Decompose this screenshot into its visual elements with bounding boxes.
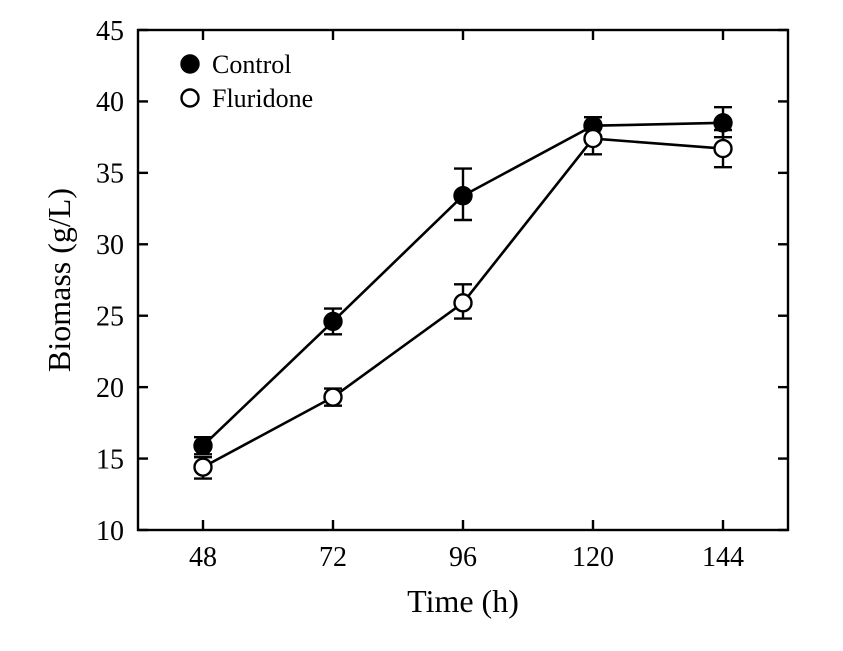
y-tick-label: 35 [96,159,124,190]
marker-fluridone [195,459,212,476]
y-tick-label: 40 [96,87,124,118]
marker-control [455,187,472,204]
biomass-chart: 48 72 96 120 144 10 15 20 25 30 35 40 45 Time (h) Biom… [0,0,843,651]
marker-fluridone [325,389,342,406]
legend-label-fluridone: Fluridone [212,84,313,113]
y-tick-label: 20 [96,373,124,404]
x-tick-label: 144 [702,542,744,573]
chart-container: 48 72 96 120 144 10 15 20 25 30 35 40 45 Time (h) Biom… [0,0,843,651]
marker-fluridone [455,294,472,311]
y-tick-label: 10 [96,516,124,547]
y-tick-label: 25 [96,302,124,333]
marker-control [715,114,732,131]
legend-label-control: Control [212,50,291,79]
x-tick-label: 72 [319,542,347,573]
y-tick-label: 15 [96,444,124,475]
marker-fluridone [715,140,732,157]
x-tick-label: 48 [189,542,217,573]
y-axis-label: Biomass (g/L) [41,188,77,372]
x-axis-label: Time (h) [407,583,519,619]
marker-control [325,313,342,330]
y-tick-label: 45 [96,16,124,47]
x-tick-label: 96 [449,542,477,573]
legend-marker-control [182,56,199,73]
x-tick-label: 120 [572,542,614,573]
marker-control [195,437,212,454]
y-tick-label: 30 [96,230,124,261]
marker-fluridone [585,130,602,147]
legend-marker-fluridone [182,90,199,107]
